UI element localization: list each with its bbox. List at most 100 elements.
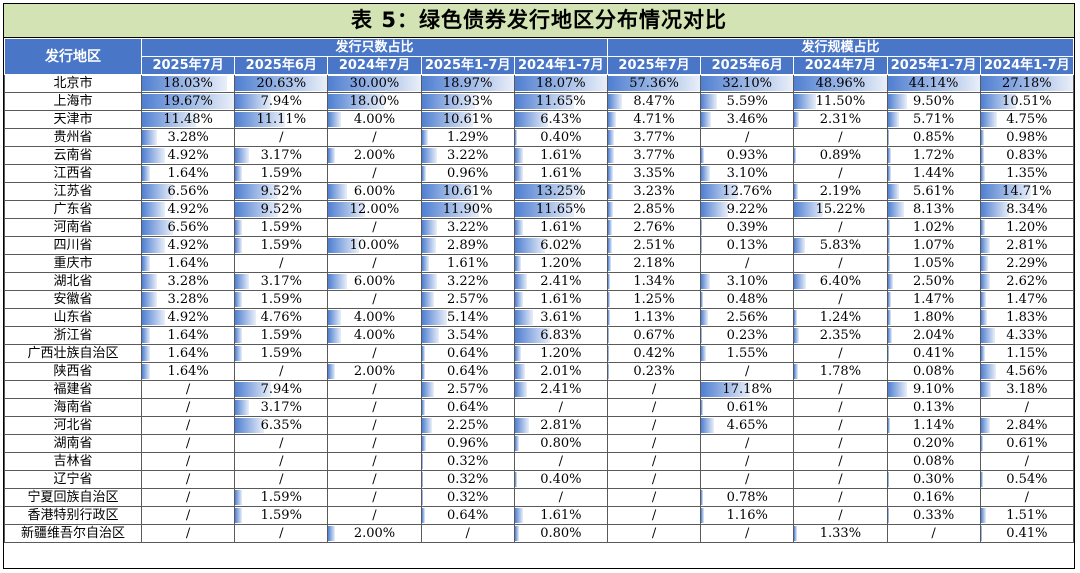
- value-cell: 1.72%: [886, 146, 981, 165]
- value-text: 30.00%: [349, 75, 400, 91]
- value-text: 57.36%: [629, 75, 679, 91]
- value-text: 10.61%: [442, 111, 493, 127]
- value-cell: /: [979, 488, 1075, 507]
- value-cell: 18.07%: [513, 74, 608, 93]
- data-bar: [515, 328, 550, 343]
- data-bar: [422, 130, 428, 145]
- value-cell: 48.96%: [793, 74, 888, 93]
- value-text: 9.50%: [912, 93, 955, 109]
- value-cell: /: [140, 524, 236, 543]
- value-cell: 1.55%: [700, 344, 795, 363]
- value-cell: 0.23%: [606, 362, 702, 381]
- value-text: 4.65%: [726, 417, 768, 433]
- value-text: 0.42%: [633, 345, 675, 361]
- value-cell: 5.61%: [886, 182, 981, 201]
- value-text: 7.94%: [260, 93, 302, 109]
- value-cell: /: [886, 524, 981, 543]
- data-bar: [794, 202, 823, 217]
- value-text: /: [838, 399, 843, 415]
- value-text: 5.61%: [912, 183, 955, 199]
- value-text: 6.83%: [540, 327, 582, 343]
- value-cell: 1.59%: [234, 326, 329, 345]
- data-bar: [515, 112, 548, 127]
- value-cell: 1.29%: [420, 128, 515, 147]
- data-bar: [515, 94, 575, 109]
- data-bar: [235, 310, 257, 325]
- data-bar: [794, 364, 798, 379]
- table-title: 表 5：绿色债券发行地区分布情况对比: [4, 4, 1074, 38]
- data-bar: [701, 418, 715, 433]
- data-bar: [142, 148, 166, 163]
- table-row: 河南省 6.56% 1.59% / 3.22% 1.61% 2.76% 0.39% / 1.02%…: [4, 218, 1075, 237]
- value-cell: 9.50%: [886, 92, 981, 111]
- value-text: 1.61%: [447, 255, 489, 271]
- value-text: 0.32%: [447, 453, 489, 469]
- value-text: 3.17%: [260, 399, 302, 415]
- value-text: 0.64%: [447, 363, 489, 379]
- data-bar: [981, 76, 1073, 91]
- value-text: /: [185, 381, 191, 397]
- value-cell: /: [700, 434, 795, 453]
- value-cell: /: [700, 362, 795, 381]
- value-cell: /: [606, 524, 702, 543]
- value-text: 3.10%: [726, 273, 768, 289]
- data-bar: [608, 76, 700, 91]
- value-cell: 8.47%: [606, 92, 702, 111]
- value-text: 2.31%: [819, 111, 862, 127]
- value-text: 2.29%: [1006, 255, 1048, 271]
- value-cell: 4.65%: [700, 416, 795, 435]
- value-cell: 2.57%: [420, 380, 515, 399]
- value-text: 2.81%: [540, 417, 582, 433]
- value-cell: 4.00%: [327, 308, 422, 327]
- value-text: /: [651, 471, 657, 487]
- value-cell: 11.48%: [140, 110, 236, 129]
- value-cell: 1.47%: [886, 290, 981, 309]
- value-text: 1.61%: [540, 147, 582, 163]
- data-bar: [981, 94, 1017, 109]
- value-cell: 2.85%: [606, 200, 702, 219]
- value-text: /: [372, 435, 377, 451]
- region-cell: 广西壮族自治区: [4, 344, 142, 363]
- value-text: 9.10%: [912, 381, 955, 397]
- data-bar: [701, 76, 793, 91]
- table-row: 湖北省 3.28% 3.17% 6.00% 3.22% 2.41% 1.34% 3.10% 6.…: [4, 272, 1075, 291]
- region-cell: 海南省: [4, 398, 142, 417]
- value-cell: /: [793, 488, 888, 507]
- data-bar: [608, 112, 616, 127]
- value-text: 6.35%: [260, 417, 302, 433]
- value-text: /: [185, 435, 191, 451]
- value-cell: 4.71%: [606, 110, 702, 129]
- value-text: 0.13%: [726, 237, 768, 253]
- data-bar: [515, 418, 530, 433]
- data-bar: [235, 166, 243, 181]
- value-text: /: [1024, 489, 1030, 505]
- value-cell: 10.61%: [420, 110, 515, 129]
- value-cell: 1.20%: [513, 344, 608, 363]
- data-bar: [888, 238, 890, 253]
- data-bar: [701, 274, 711, 289]
- value-cell: 0.20%: [886, 434, 981, 453]
- table-row: 云南省 4.92% 3.17% 2.00% 3.22% 1.61% 3.77% 0.93% 0.…: [4, 146, 1075, 165]
- value-cell: /: [327, 434, 422, 453]
- data-bar: [235, 490, 243, 505]
- value-cell: 18.97%: [420, 74, 515, 93]
- value-text: /: [838, 381, 843, 397]
- value-cell: 4.92%: [140, 236, 236, 255]
- value-text: /: [558, 399, 564, 415]
- value-cell: 5.71%: [886, 110, 981, 129]
- value-cell: 44.14%: [886, 74, 981, 93]
- value-text: /: [838, 417, 843, 433]
- region-cell: 福建省: [4, 380, 142, 399]
- value-cell: 1.59%: [234, 506, 329, 525]
- table-row: 广东省 4.92% 9.52% 12.00% 11.90% 11.65% 2.85% 9.22…: [4, 200, 1075, 219]
- data-bar: [888, 184, 900, 199]
- value-text: 1.59%: [260, 165, 302, 181]
- data-bar: [142, 364, 150, 379]
- data-bar: [888, 202, 905, 217]
- data-bar: [328, 526, 335, 541]
- data-bar: [328, 112, 341, 127]
- value-text: 4.75%: [1006, 111, 1048, 127]
- value-text: 1.15%: [1006, 345, 1048, 361]
- value-cell: /: [327, 398, 422, 417]
- table-row: 天津市 11.48% 11.11% 4.00% 10.61% 6.43% 4.71% 3.46…: [4, 110, 1075, 129]
